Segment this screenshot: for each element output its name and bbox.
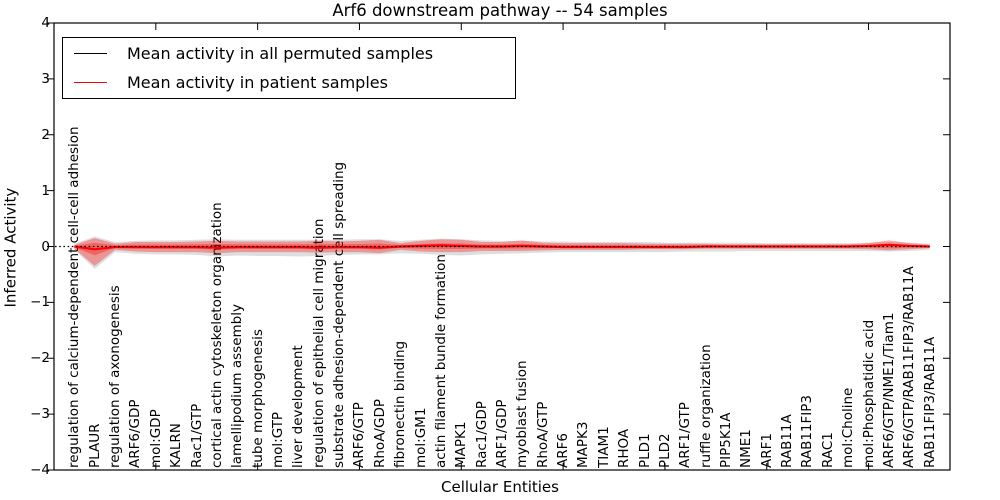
red-line-icon xyxy=(74,82,107,84)
y-tick-label: 2 xyxy=(41,126,50,143)
permuted-range-band xyxy=(74,236,930,269)
patient-range-band xyxy=(74,238,930,267)
legend-item: Mean activity in all permuted samples xyxy=(63,39,515,67)
y-tick-label: −4 xyxy=(30,462,50,478)
chart-title: Arf6 downstream pathway -- 54 samples xyxy=(332,1,668,20)
legend-label: Mean activity in patient samples xyxy=(127,73,388,93)
y-tick-label: −3 xyxy=(30,406,50,423)
legend-item: Mean activity in patient samples xyxy=(63,69,515,97)
y-tick-label: −1 xyxy=(30,294,50,311)
y-axis-title: Inferred Activity xyxy=(1,187,20,307)
legend-label: Mean activity in all permuted samples xyxy=(127,43,434,63)
y-tick-label: 4 xyxy=(41,15,50,31)
legend: Mean activity in all permuted samples Me… xyxy=(62,37,516,99)
y-tick-label: −2 xyxy=(30,350,50,367)
black-line-icon xyxy=(74,52,107,54)
y-tick-label: 3 xyxy=(41,70,50,87)
x-axis-title: Cellular Entities xyxy=(441,478,559,496)
y-tick-label: 0 xyxy=(41,238,50,255)
y-tick-label: 1 xyxy=(41,182,50,199)
